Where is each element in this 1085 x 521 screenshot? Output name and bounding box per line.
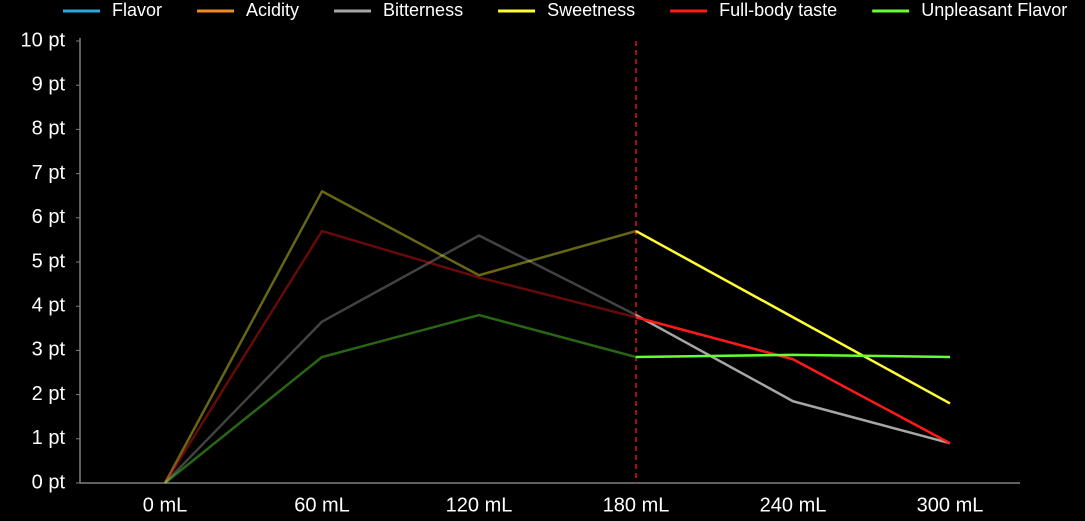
series-line [635,353,951,359]
y-tick-label: 4 pt [32,294,66,316]
y-tick-label: 2 pt [32,383,66,405]
legend-label: Flavor [112,0,162,20]
series-line [163,190,637,484]
y-tick-label: 9 pt [32,73,66,95]
y-tick-label: 10 pt [21,29,66,51]
y-tick-label: 1 pt [32,427,66,449]
x-tick-label: 180 mL [603,494,670,516]
x-tick-label: 60 mL [294,494,350,516]
legend-label: Bitterness [383,0,463,20]
series-line [163,229,637,484]
x-tick-label: 0 mL [143,494,187,516]
series-line [635,229,951,405]
series-line [164,313,637,484]
legend-label: Acidity [246,0,299,20]
legend-label: Unpleasant Flavor [921,0,1067,20]
y-tick-label: 3 pt [32,339,66,361]
y-tick-label: 0 pt [32,471,66,493]
legend-label: Full-body taste [719,0,837,20]
series-line [635,316,951,445]
series-line [164,234,637,484]
x-tick-label: 120 mL [446,494,513,516]
y-tick-label: 7 pt [32,162,66,184]
x-tick-label: 300 mL [917,494,984,516]
x-tick-label: 240 mL [760,494,827,516]
y-tick-label: 8 pt [32,118,66,140]
y-tick-label: 6 pt [32,206,66,228]
legend-label: Sweetness [547,0,635,20]
y-tick-label: 5 pt [32,250,66,272]
series-line [635,313,951,445]
